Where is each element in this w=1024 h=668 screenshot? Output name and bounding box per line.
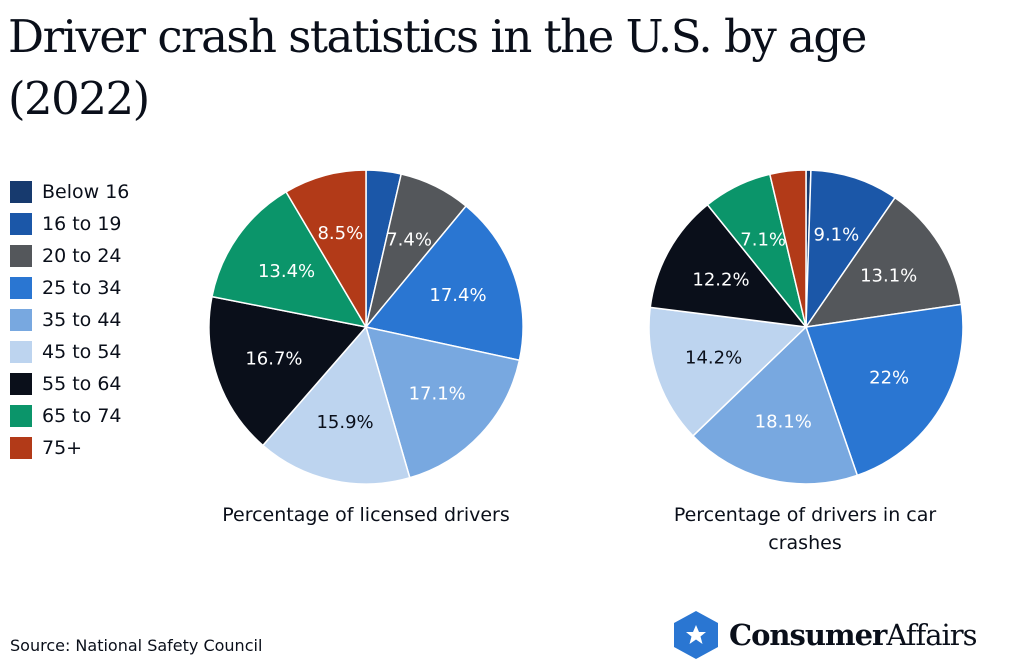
- legend-swatch: [10, 181, 32, 203]
- pie-slice: [691, 325, 859, 485]
- legend-item: Below 16: [10, 176, 129, 208]
- slice-label: 14.2%: [685, 348, 742, 369]
- legend-swatch: [10, 405, 32, 427]
- slice-label: 9.1%: [814, 225, 860, 246]
- chart-title: Driver crash statistics in the U.S. by a…: [8, 10, 867, 125]
- legend-item: 75+: [10, 432, 129, 464]
- legend-swatch: [10, 277, 32, 299]
- slice-label: 12.2%: [692, 270, 749, 291]
- legend-label: 35 to 44: [42, 309, 122, 331]
- logo-text-regular: Affairs: [886, 618, 977, 652]
- slice-label: 15.9%: [316, 412, 373, 433]
- pie-slice: [364, 326, 521, 479]
- slice-label: 18.1%: [755, 412, 812, 433]
- legend-label: 65 to 74: [42, 405, 122, 427]
- pie-slice: [804, 303, 964, 477]
- legend-label: 25 to 34: [42, 277, 122, 299]
- slice-label: 13.4%: [258, 261, 315, 282]
- legend-swatch: [10, 245, 32, 267]
- slice-label: 22%: [869, 368, 909, 389]
- legend-label: 55 to 64: [42, 373, 122, 395]
- pie-slice: [261, 325, 411, 485]
- legend-swatch: [10, 437, 32, 459]
- legend-label: 20 to 24: [42, 245, 122, 267]
- slice-label: 17.4%: [429, 285, 486, 306]
- consumeraffairs-logo: Consumer Affairs: [673, 610, 978, 660]
- pie-slice: [804, 196, 963, 328]
- slice-label: 16.7%: [245, 349, 302, 370]
- legend-item: 20 to 24: [10, 240, 129, 272]
- pie-slice: [285, 169, 367, 330]
- pie-slice: [805, 169, 897, 330]
- legend-item: 65 to 74: [10, 400, 129, 432]
- legend-label: 75+: [42, 437, 83, 459]
- legend-item: 45 to 54: [10, 336, 129, 368]
- legend-item: 55 to 64: [10, 368, 129, 400]
- star-hexagon-icon: [674, 611, 718, 659]
- pie-slice: [649, 203, 808, 328]
- legend-swatch: [10, 309, 32, 331]
- legend: Below 16 16 to 19 20 to 24 25 to 34 35 to 44…: [10, 176, 129, 464]
- pie-slice: [211, 190, 368, 329]
- pie-1-caption: Percentage of licensed drivers: [222, 504, 510, 526]
- legend-swatch: [10, 373, 32, 395]
- source-note: Source: National Safety Council: [10, 636, 263, 655]
- pie-slice: [364, 204, 524, 362]
- pie-slice: [208, 295, 368, 447]
- slice-label: 13.1%: [860, 266, 917, 287]
- legend-label: Below 16: [42, 181, 130, 203]
- slice-label: 7.1%: [740, 230, 786, 251]
- legend-item: 35 to 44: [10, 304, 129, 336]
- legend-swatch: [10, 213, 32, 235]
- legend-item: 25 to 34: [10, 272, 129, 304]
- pie-2-caption: Percentage of drivers in car crashes: [673, 504, 937, 554]
- slice-label: 8.5%: [317, 223, 363, 244]
- legend-label: 16 to 19: [42, 213, 122, 235]
- pie-slice: [648, 306, 808, 437]
- pie-slice: [768, 169, 807, 328]
- slice-label: 7.4%: [386, 230, 432, 251]
- slice-label: 17.1%: [409, 383, 466, 404]
- logo-text-bold: Consumer: [729, 618, 887, 652]
- legend-swatch: [10, 341, 32, 363]
- legend-item: 16 to 19: [10, 208, 129, 240]
- legend-label: 45 to 54: [42, 341, 122, 363]
